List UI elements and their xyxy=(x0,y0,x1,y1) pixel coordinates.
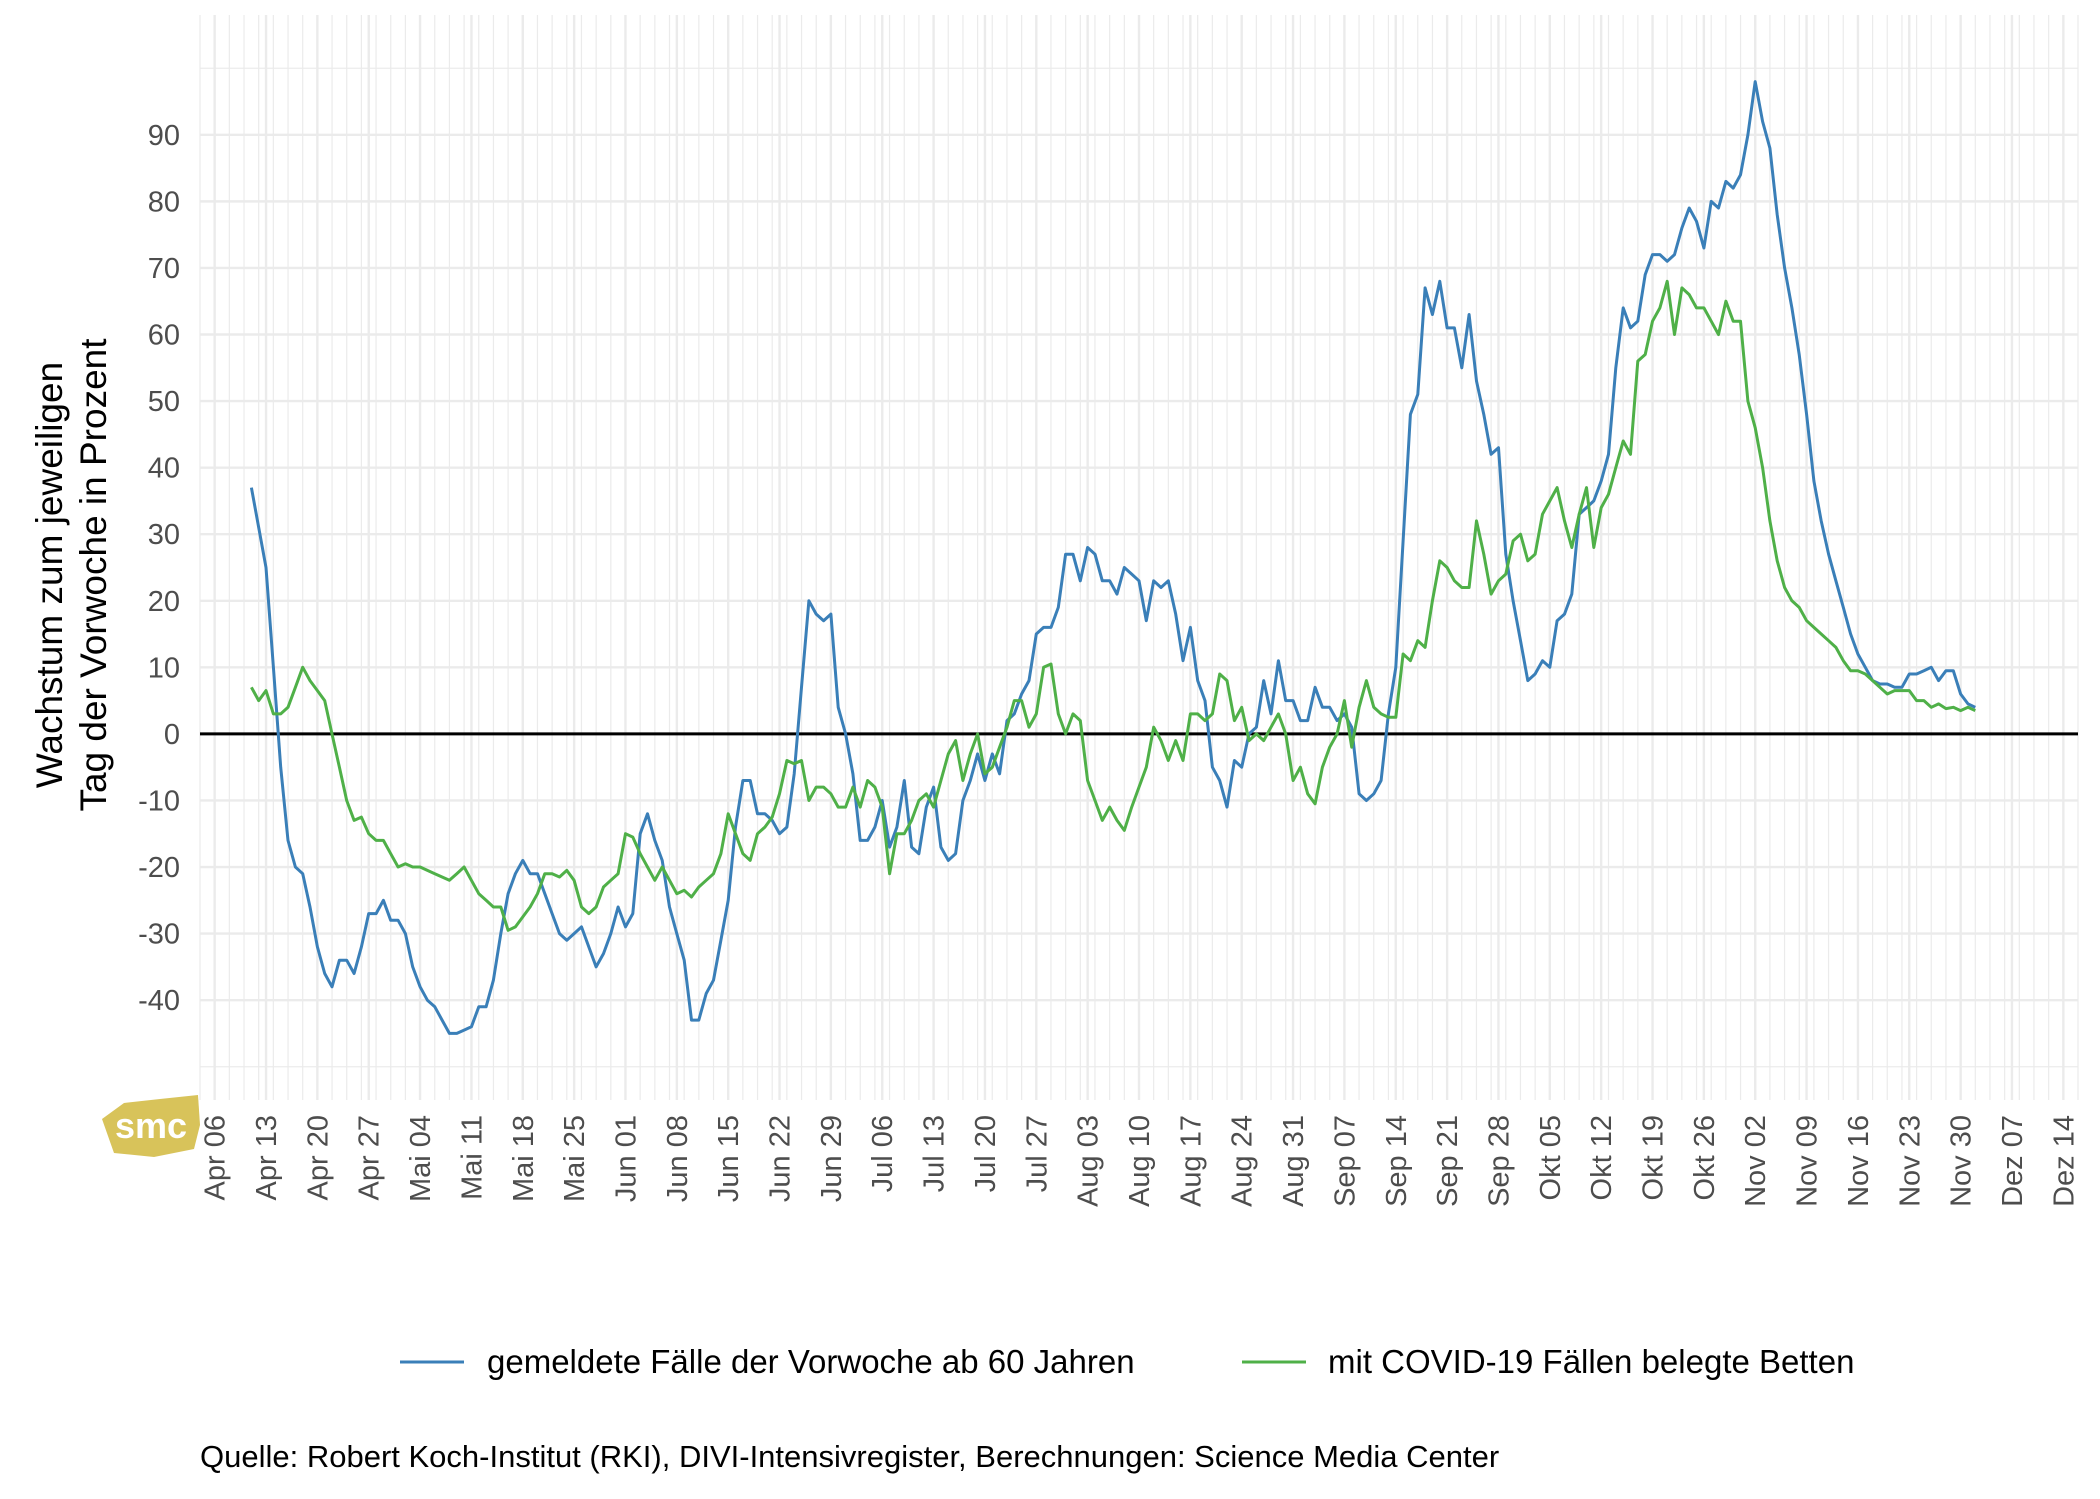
x-tick-label: Dez 14 xyxy=(2048,1115,2080,1207)
x-tick-label: Okt 26 xyxy=(1689,1115,1721,1200)
x-tick-label: Apr 13 xyxy=(251,1115,283,1200)
y-tick-label: 20 xyxy=(148,586,180,618)
x-tick-label: Sep 21 xyxy=(1432,1115,1464,1207)
x-tick-label: Jul 20 xyxy=(970,1115,1002,1192)
legend-label-faelle: gemeldete Fälle der Vorwoche ab 60 Jahre… xyxy=(487,1343,1135,1380)
y-tick-label: 50 xyxy=(148,386,180,418)
x-tick-label: Aug 03 xyxy=(1073,1115,1105,1207)
logo-shape xyxy=(102,1095,200,1157)
x-tick-label: Apr 27 xyxy=(354,1115,386,1200)
x-tick-label: Jul 27 xyxy=(1021,1115,1053,1192)
x-tick-label: Sep 14 xyxy=(1381,1115,1413,1207)
y-tick-label: 60 xyxy=(148,320,180,352)
y-tick-label: -10 xyxy=(138,785,180,817)
x-tick-label: Mai 25 xyxy=(559,1115,591,1202)
x-tick-label: Apr 06 xyxy=(200,1115,232,1200)
x-tick-label: Nov 23 xyxy=(1894,1115,1926,1207)
x-tick-label: Jun 22 xyxy=(765,1115,797,1202)
x-tick-label: Jun 29 xyxy=(816,1115,848,1202)
y-axis-label-line-1: Wachstum zum jeweiligen xyxy=(29,362,70,788)
y-tick-label: 90 xyxy=(148,120,180,152)
x-tick-label: Mai 11 xyxy=(456,1115,488,1200)
y-tick-label: 40 xyxy=(148,453,180,485)
x-tick-label: Sep 07 xyxy=(1329,1115,1361,1207)
y-axis-label: Wachstum zum jeweiligen Tag der Vorwoche… xyxy=(29,338,114,812)
legend-item-faelle: gemeldete Fälle der Vorwoche ab 60 Jahre… xyxy=(400,1343,1135,1380)
y-tick-label: -30 xyxy=(138,919,180,951)
caption: Quelle: Robert Koch-Institut (RKI), DIVI… xyxy=(200,1439,1499,1474)
grid-major xyxy=(200,15,2078,1100)
x-axis: Apr 06 Apr 13 Apr 20 Apr 27 Mai 04 Mai 11 Mai … xyxy=(200,1115,2081,1207)
x-tick-label: Dez 07 xyxy=(1997,1115,2029,1207)
x-tick-label: Aug 24 xyxy=(1227,1115,1259,1207)
x-tick-label: Jun 15 xyxy=(713,1115,745,1202)
legend-item-betten: mit COVID-19 Fällen belegte Betten xyxy=(1242,1343,1854,1380)
x-tick-label: Nov 30 xyxy=(1946,1115,1978,1207)
x-tick-label: Aug 31 xyxy=(1278,1115,1310,1207)
legend-label-betten: mit COVID-19 Fällen belegte Betten xyxy=(1328,1343,1854,1380)
x-tick-label: Aug 17 xyxy=(1175,1115,1207,1207)
x-tick-label: Jun 01 xyxy=(610,1115,642,1202)
series-line-1 xyxy=(249,80,1976,1035)
x-tick-label: Okt 19 xyxy=(1638,1115,1670,1200)
y-axis-label-line-2: Tag der Vorwoche in Prozent xyxy=(73,338,114,812)
x-tick-label: Okt 05 xyxy=(1535,1115,1567,1200)
x-tick-label: Mai 18 xyxy=(508,1115,540,1202)
smc-logo: smc xyxy=(102,1095,200,1157)
y-tick-label: 80 xyxy=(148,186,180,218)
logo-text: smc xyxy=(115,1105,187,1146)
y-tick-label: 10 xyxy=(148,652,180,684)
y-tick-label: 0 xyxy=(164,719,180,751)
x-tick-label: Sep 28 xyxy=(1483,1115,1515,1207)
x-tick-label: Nov 16 xyxy=(1843,1115,1875,1207)
x-tick-label: Okt 12 xyxy=(1586,1115,1618,1200)
x-tick-label: Nov 09 xyxy=(1792,1115,1824,1207)
y-axis: 90 80 70 60 50 40 30 20 10 0 -10 -20 -30 -40 xyxy=(138,120,180,1017)
x-tick-label: Nov 02 xyxy=(1740,1115,1772,1207)
x-tick-label: Jul 06 xyxy=(867,1115,899,1192)
x-tick-label: Jun 08 xyxy=(662,1115,694,1202)
x-tick-label: Jul 13 xyxy=(919,1115,951,1192)
y-tick-label: 70 xyxy=(148,253,180,285)
y-tick-label: -20 xyxy=(138,852,180,884)
y-tick-label: 30 xyxy=(148,519,180,551)
legend: gemeldete Fälle der Vorwoche ab 60 Jahre… xyxy=(400,1343,1854,1380)
x-tick-label: Apr 20 xyxy=(302,1115,334,1200)
x-tick-label: Aug 10 xyxy=(1124,1115,1156,1207)
x-tick-label: Mai 04 xyxy=(405,1115,437,1202)
series-line-2 xyxy=(250,279,1976,932)
y-tick-label: -40 xyxy=(138,985,180,1017)
series-layer xyxy=(249,80,1976,1035)
